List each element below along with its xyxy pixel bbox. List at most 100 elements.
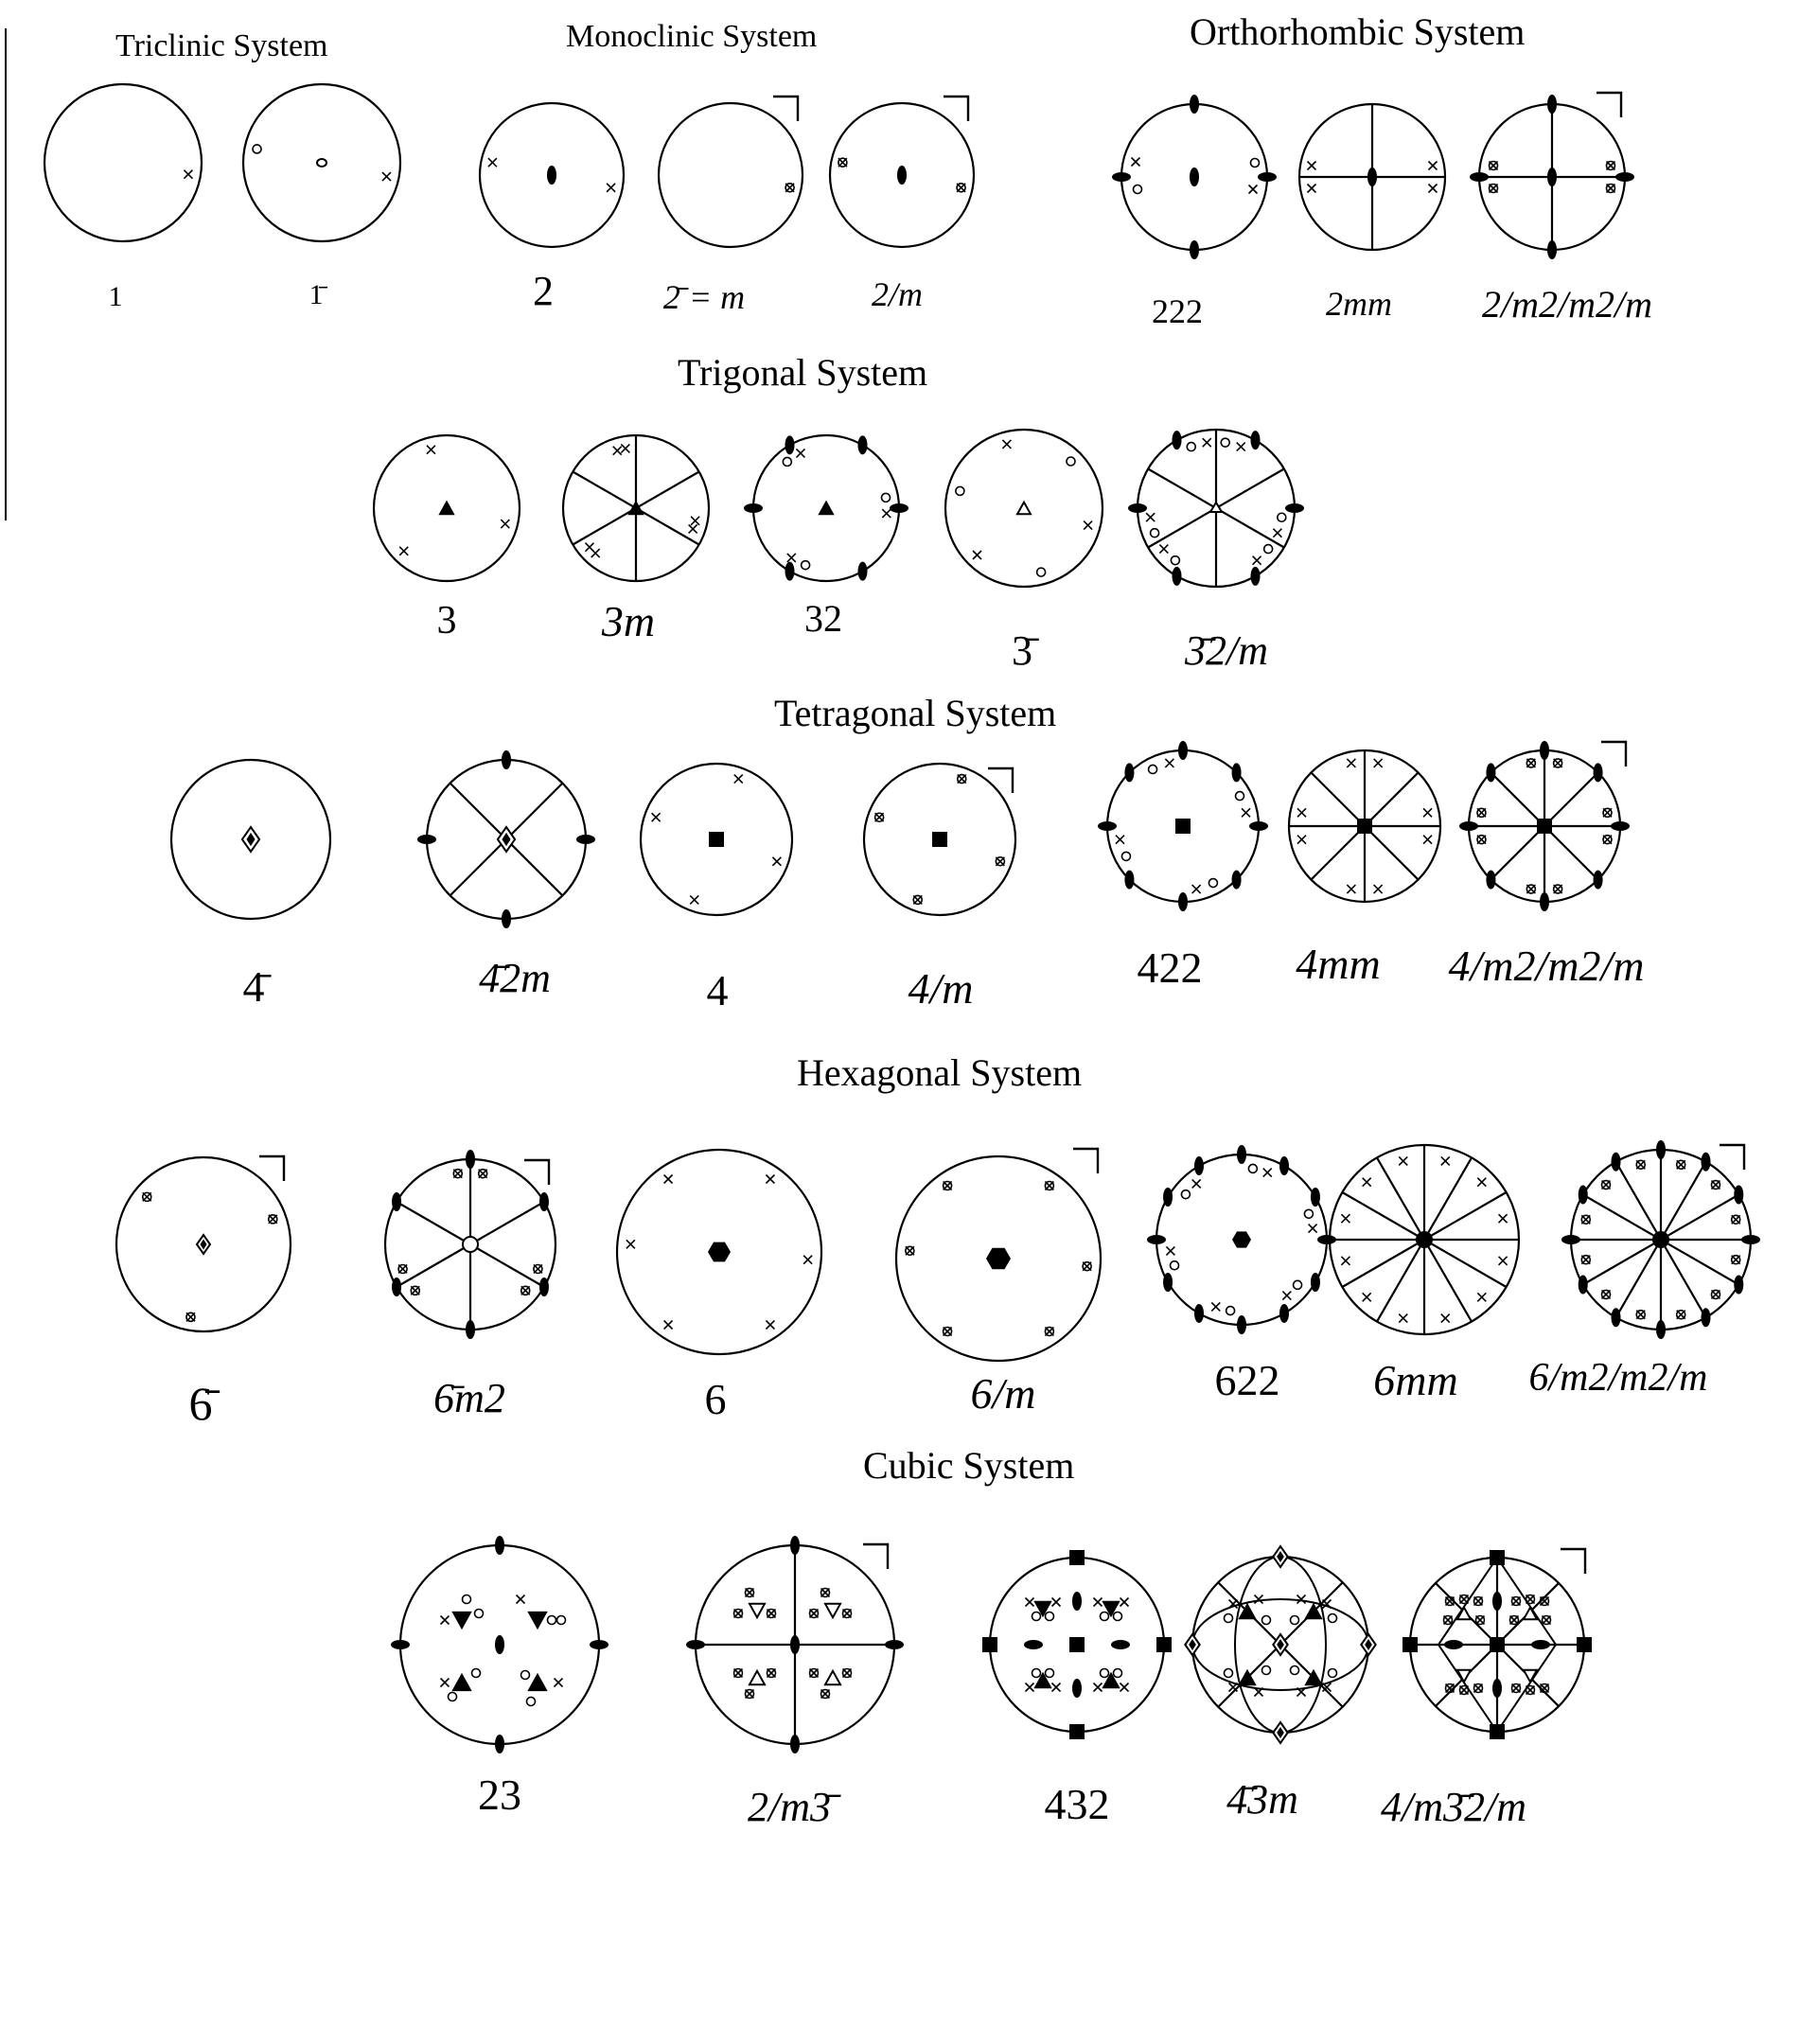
upper-pole-cross-icon: [1083, 520, 1093, 531]
two-fold-axis-icon: [857, 561, 868, 581]
four-bar-axis-core-icon: [1277, 1550, 1284, 1563]
two-fold-axis-icon: [1111, 1640, 1130, 1649]
coincident-pole-icon: [1473, 1595, 1484, 1607]
two-fold-axis-icon: [1578, 1275, 1588, 1295]
coincident-pole-icon: [841, 1667, 853, 1679]
lower-pole-ring-icon: [1170, 555, 1181, 566]
four-bar-axis-core-icon: [1365, 1638, 1372, 1651]
label-1: 1: [108, 281, 123, 312]
upper-pole-cross-icon: [1440, 1313, 1451, 1324]
coincident-pole-icon: [1675, 1159, 1686, 1171]
coincident-pole-icon: [1710, 1179, 1721, 1190]
coincident-pole-cross-icon: [1553, 758, 1563, 768]
upper-pole-cross-icon: [1050, 1596, 1062, 1608]
title-cubic: Cubic System: [863, 1444, 1075, 1487]
coincident-pole-icon: [1600, 1289, 1612, 1300]
two-fold-axis-icon: [495, 1735, 504, 1753]
lower-pole-ring-icon: [1099, 1667, 1110, 1679]
label-4mm: 4mm: [1296, 940, 1381, 988]
upper-pole-cross-icon: [972, 550, 982, 560]
label-2mm: 2mm: [1326, 285, 1392, 323]
coincident-pole-cross-icon: [1539, 1683, 1550, 1694]
lower-pole-ring-icon: [1099, 1611, 1110, 1622]
coincident-pole-cross-icon: [956, 183, 966, 193]
coincident-pole-icon: [1474, 1614, 1486, 1626]
upper-pole-cross-icon: [1476, 1177, 1487, 1188]
three-fold-axis-icon: [1238, 1668, 1257, 1686]
upper-pole-cross-icon: [1296, 1686, 1307, 1698]
coincident-pole-cross-icon: [1676, 1159, 1686, 1170]
two-fold-axis-icon: [1172, 431, 1182, 450]
label-6barm2: 6̄m2: [433, 1375, 505, 1421]
stereogram-circle: [944, 428, 1104, 589]
lower-pole-ring-icon: [1261, 1614, 1272, 1626]
coincident-pole-icon: [410, 1285, 421, 1296]
two-fold-axis-icon: [1470, 172, 1489, 182]
upper-pole-cross-icon: [500, 519, 510, 529]
three-bar-axis-icon: [1208, 501, 1224, 513]
two-fold-axis-icon: [1190, 240, 1199, 259]
two-fold-axis-icon: [885, 1640, 904, 1649]
coincident-pole-cross-icon: [841, 1608, 853, 1619]
coincident-pole-icon: [1635, 1159, 1647, 1171]
upper-pole-cross-icon: [1346, 758, 1356, 768]
lower-pole-ring-icon: [800, 559, 811, 571]
two-fold-axis-icon: [1285, 503, 1304, 513]
coincident-pole-icon: [1580, 1214, 1592, 1225]
stereogram-circle: [639, 762, 794, 917]
coincident-pole-cross-icon: [1458, 1684, 1470, 1696]
coincident-pole-icon: [1510, 1595, 1522, 1607]
two-fold-axis-icon: [1656, 1320, 1666, 1339]
four-bar-axis-core-icon: [246, 832, 256, 847]
four-bar-axis-core-icon: [1277, 1638, 1284, 1651]
three-fold-axis-icon: [1033, 1671, 1052, 1689]
coincident-pole-cross-icon: [452, 1169, 463, 1179]
upper-pole-cross-icon: [1427, 160, 1438, 171]
two-fold-axis-icon: [744, 503, 763, 513]
two-fold-axis-icon: [1615, 172, 1634, 182]
two-fold-axis-icon: [1611, 1152, 1621, 1172]
upper-pole-cross-icon: [733, 774, 744, 784]
coincident-pole-icon: [732, 1608, 744, 1619]
two-fold-axis-icon: [502, 909, 511, 928]
upper-pole-cross-icon: [1296, 1594, 1307, 1605]
label-3bar: 3̄: [1012, 627, 1032, 674]
upper-pole-cross-icon: [1476, 1292, 1487, 1302]
two-fold-axis-icon: [1279, 1303, 1289, 1323]
coincident-pole-cross-icon: [1474, 1614, 1486, 1626]
coincident-pole-icon: [942, 1180, 953, 1191]
coincident-pole-cross-icon: [1731, 1214, 1741, 1225]
two-fold-axis-icon: [1611, 1308, 1621, 1328]
upper-pole-cross-icon: [398, 546, 409, 556]
upper-pole-cross-icon: [795, 448, 806, 459]
lower-pole-ring-icon: [1247, 1163, 1259, 1174]
lower-pole-ring-icon: [1208, 877, 1219, 889]
coincident-pole-cross-icon: [478, 1169, 488, 1179]
coincident-pole-cross-icon: [1710, 1289, 1721, 1300]
coincident-pole-cross-icon: [1605, 183, 1616, 194]
centrosymmetric-corner-mark: [988, 766, 1014, 793]
lower-pole-ring-icon: [546, 1614, 557, 1626]
two-fold-axis-icon: [1250, 431, 1261, 450]
two-fold-axis-icon: [1310, 1273, 1320, 1292]
three-fold-axis-icon: [451, 1611, 472, 1630]
coincident-pole-cross-icon: [1539, 1595, 1550, 1607]
lower-pole-ring-icon: [1249, 157, 1261, 168]
two-fold-axis-icon: [547, 166, 556, 185]
coincident-pole-icon: [808, 1667, 820, 1679]
coincident-pole-icon: [267, 1214, 278, 1225]
three-fold-axis-icon: [1102, 1600, 1120, 1618]
upper-pole-cross-icon: [1422, 807, 1433, 818]
label-6mmm: 6/m2/m2/m: [1528, 1356, 1708, 1400]
upper-pole-cross-icon: [786, 553, 797, 563]
coincident-pole-cross-icon: [943, 1180, 953, 1191]
three-fold-axis-icon: [1455, 1668, 1473, 1684]
coincident-pole-cross-icon: [1044, 1180, 1054, 1191]
centrosymmetric-corner-mark: [524, 1158, 551, 1185]
three-fold-axis-icon: [1455, 1605, 1473, 1621]
three-fold-axis-icon: [1304, 1602, 1323, 1620]
two-fold-axis-icon: [1163, 1273, 1173, 1292]
upper-pole-cross-icon: [1307, 1224, 1318, 1234]
coincident-pole-cross-icon: [732, 1667, 744, 1679]
three-fold-axis-icon: [527, 1611, 548, 1630]
